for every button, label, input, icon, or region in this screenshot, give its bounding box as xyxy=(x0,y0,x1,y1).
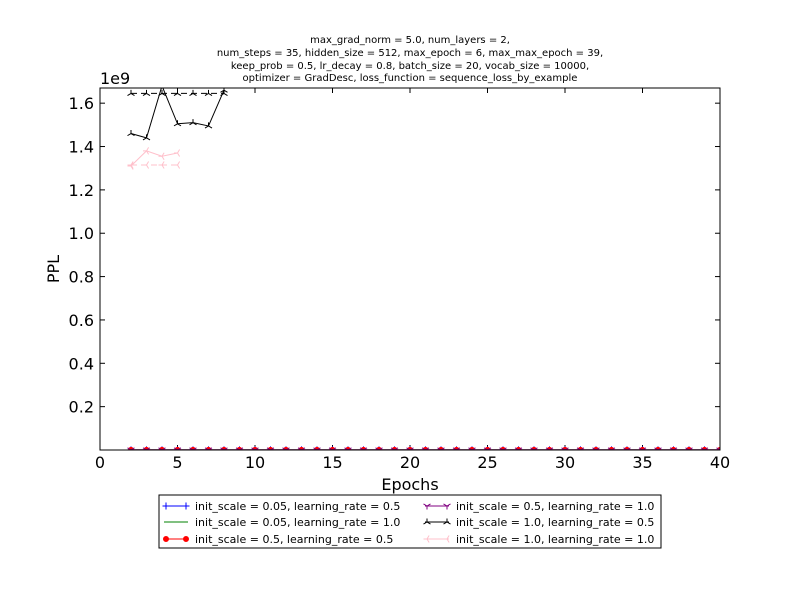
legend: init_scale = 0.05, learning_rate = 0.5 in… xyxy=(158,494,662,549)
legend-marker xyxy=(162,502,170,510)
legend-label: init_scale = 0.05, learning_rate = 1.0 xyxy=(195,516,400,529)
series-7 xyxy=(127,147,181,170)
data-point xyxy=(189,119,197,126)
data-point xyxy=(189,89,197,96)
x-tick-label: 5 xyxy=(172,453,182,472)
legend-item: init_scale = 1.0, learning_rate = 0.5 xyxy=(423,516,654,529)
y-axis-label: PPL xyxy=(44,255,63,283)
y-tick-label: 0.8 xyxy=(69,268,94,287)
legend-marker xyxy=(183,536,189,542)
legend-label: init_scale = 0.5, learning_rate = 1.0 xyxy=(456,500,654,513)
series-line xyxy=(130,150,178,167)
data-point xyxy=(127,130,135,137)
legend-label: init_scale = 1.0, learning_rate = 1.0 xyxy=(456,533,654,546)
data-point xyxy=(158,89,166,96)
x-tick-label: 30 xyxy=(555,453,575,472)
legend-label: init_scale = 0.5, learning_rate = 0.5 xyxy=(195,533,393,546)
legend-frame xyxy=(158,494,662,549)
data-point xyxy=(204,122,213,129)
legend-marker xyxy=(443,503,451,510)
data-point xyxy=(127,89,135,96)
series-5 xyxy=(127,88,228,141)
series-8 xyxy=(127,161,181,169)
y-tick-label: 1.6 xyxy=(69,94,94,113)
data-point xyxy=(142,89,151,96)
data-point xyxy=(143,161,150,169)
data-point xyxy=(204,89,213,96)
x-tick-label: 40 xyxy=(710,453,730,472)
x-tick-label: 35 xyxy=(632,453,652,472)
legend-item: init_scale = 0.05, learning_rate = 0.5 xyxy=(162,500,400,513)
y-scale-label: 1e9 xyxy=(100,69,130,88)
y-tick-label: 1.2 xyxy=(69,181,94,200)
legend-marker xyxy=(423,535,430,543)
y-tick-label: 1.0 xyxy=(69,224,94,243)
x-tick-labels: 0 5 10 15 20 25 30 35 40 xyxy=(95,453,730,472)
y-tick-labels: 0.2 0.4 0.6 0.8 1.0 1.2 1.4 1.6 xyxy=(69,94,94,416)
legend-marker xyxy=(443,518,451,525)
title-line-3: keep_prob = 0.5, lr_decay = 0.8, batch_s… xyxy=(231,61,589,72)
data-point xyxy=(220,89,228,96)
legend-marker xyxy=(182,502,190,510)
data-point xyxy=(143,147,150,155)
y-tick-label: 0.2 xyxy=(69,398,94,417)
x-tick-label: 20 xyxy=(400,453,420,472)
x-tick-label: 10 xyxy=(245,453,265,472)
title-line-4: optimizer = GradDesc, loss_function = se… xyxy=(243,73,578,84)
legend-marker xyxy=(163,536,169,542)
data-point xyxy=(127,161,134,169)
legend-marker xyxy=(443,535,450,543)
y-tick-label: 1.4 xyxy=(69,138,94,157)
x-tick-label: 15 xyxy=(322,453,342,472)
data-point xyxy=(158,88,166,89)
x-tick-label: 0 xyxy=(95,453,105,472)
legend-item: init_scale = 0.05, learning_rate = 1.0 xyxy=(164,516,400,529)
series-layer xyxy=(127,88,720,450)
legend-item: init_scale = 1.0, learning_rate = 1.0 xyxy=(423,533,654,546)
data-point xyxy=(158,152,165,161)
data-point xyxy=(173,120,182,127)
chart-title: max_grad_norm = 5.0, num_layers = 2, num… xyxy=(217,35,603,84)
series-6 xyxy=(127,89,228,96)
title-line-1: max_grad_norm = 5.0, num_layers = 2, xyxy=(310,35,510,46)
legend-marker xyxy=(423,518,431,525)
data-point xyxy=(142,134,151,141)
data-point xyxy=(174,149,181,157)
legend-label: init_scale = 0.05, learning_rate = 0.5 xyxy=(195,500,400,513)
y-tick-label: 0.4 xyxy=(69,354,94,373)
data-point xyxy=(173,89,182,96)
data-point xyxy=(158,161,165,169)
legend-label: init_scale = 1.0, learning_rate = 0.5 xyxy=(456,516,654,529)
axis-ticks xyxy=(99,88,721,450)
x-tick-label: 25 xyxy=(477,453,497,472)
legend-item: init_scale = 0.5, learning_rate = 0.5 xyxy=(163,533,393,546)
title-line-2: num_steps = 35, hidden_size = 512, max_e… xyxy=(217,48,603,59)
data-point xyxy=(174,161,181,169)
plot-frame xyxy=(99,87,721,451)
legend-item: init_scale = 0.5, learning_rate = 1.0 xyxy=(423,500,654,513)
x-axis-label: Epochs xyxy=(381,475,438,494)
y-tick-label: 0.6 xyxy=(69,311,94,330)
legend-marker xyxy=(423,503,431,510)
